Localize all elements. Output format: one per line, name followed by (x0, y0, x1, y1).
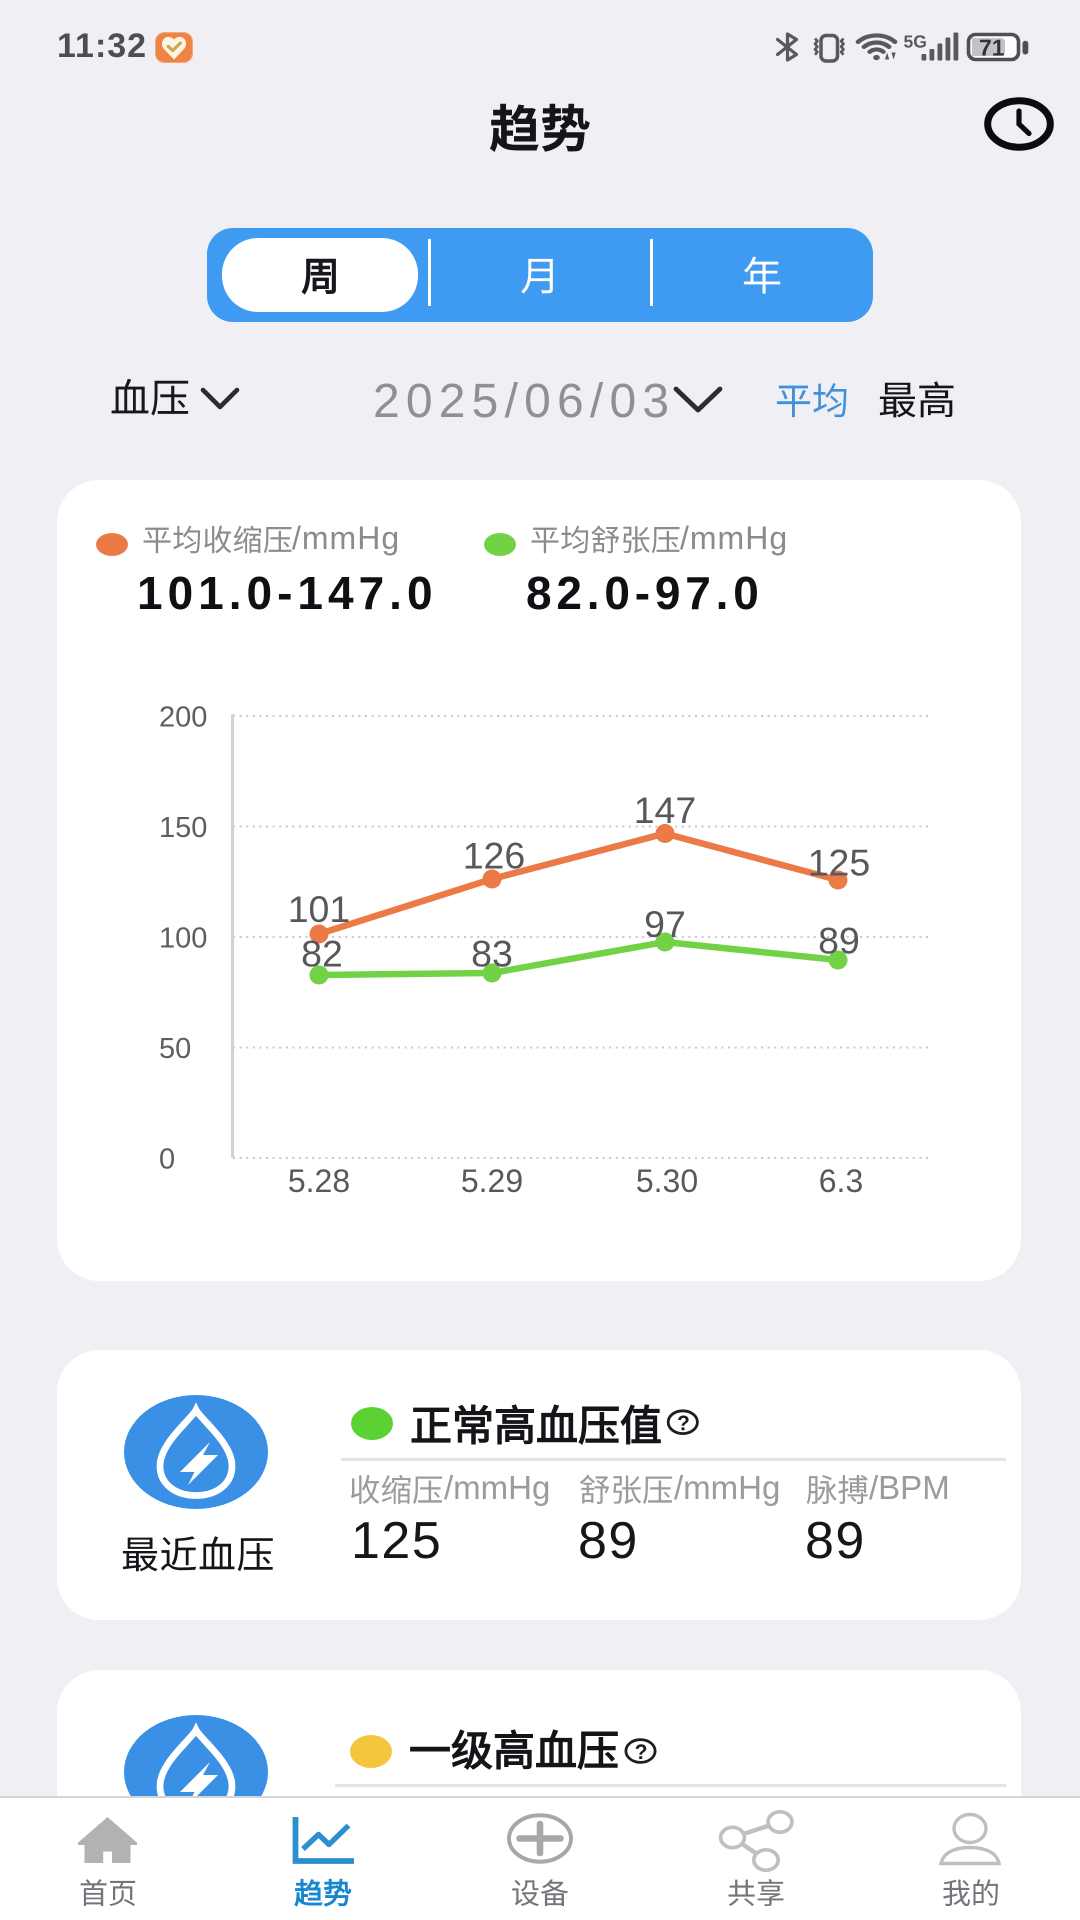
svg-text:82: 82 (301, 933, 343, 975)
svg-text:101: 101 (288, 888, 351, 930)
svg-text:50: 50 (159, 1033, 191, 1065)
svg-text:126: 126 (463, 835, 526, 877)
svg-text:6.3: 6.3 (819, 1163, 863, 1199)
svg-text:125: 125 (808, 842, 871, 884)
svg-text:97: 97 (644, 903, 686, 945)
svg-text:200: 200 (159, 702, 207, 734)
svg-text:5.28: 5.28 (288, 1163, 350, 1199)
svg-text:5.30: 5.30 (636, 1163, 698, 1199)
svg-text:0: 0 (159, 1144, 175, 1176)
svg-text:150: 150 (159, 812, 207, 844)
svg-text:100: 100 (159, 923, 207, 955)
svg-text:83: 83 (471, 933, 513, 975)
svg-text:89: 89 (818, 920, 860, 962)
svg-text:5.29: 5.29 (461, 1163, 523, 1199)
svg-text:147: 147 (634, 789, 697, 831)
